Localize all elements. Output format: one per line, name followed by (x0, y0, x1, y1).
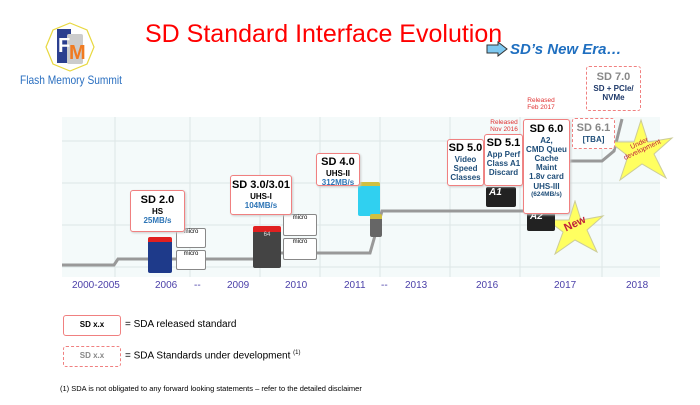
milestone-sd-3-0: SD 3.0/3.01 UHS-I 104MB/s (230, 175, 292, 215)
micro-label: micro (183, 229, 199, 235)
milestone-line: 1.8v card (529, 172, 564, 182)
year-label: 2013 (405, 280, 428, 291)
evolution-line (62, 118, 624, 267)
microsd-card-image: micro (283, 238, 317, 260)
uhs2-card-image (358, 182, 380, 216)
milestone-sd-6-0: SD 6.0 A2, CMD Queu Cache Maint 1.8v car… (523, 119, 570, 214)
milestone-line: App Perf (486, 149, 521, 159)
legend-development-box: SD x.x (63, 346, 121, 367)
footnote: (1) SDA is not obligated to any forward … (60, 384, 362, 393)
year-label: 2006 (155, 280, 178, 291)
milestone-line: A2, (540, 135, 553, 145)
milestone-name: SD 2.0 (140, 194, 175, 206)
year-label: 2016 (476, 280, 499, 291)
milestone-sd-6-1: SD 6.1 [TBA] (572, 118, 615, 149)
year-label: 2000-2005 (72, 280, 120, 291)
legend-box-label: SD x.x (79, 320, 105, 329)
milestone-name: SD 7.0 (596, 71, 631, 83)
milestone-line: UHS-II (326, 168, 350, 178)
footnote-marker: (1) (293, 350, 301, 356)
milestone-sd-5-0: SD 5.0 Video Speed Classes (447, 139, 484, 186)
milestone-name: SD 5.1 (486, 137, 521, 149)
legend-released-text: = SDA released standard (125, 319, 237, 330)
milestone-line: Maint (536, 163, 557, 173)
milestone-line: NVMe (602, 92, 625, 102)
micro-label: micro (292, 239, 308, 245)
year-label: -- (194, 280, 201, 291)
year-label: 2017 (554, 280, 577, 291)
milestone-sd-5-1: SD 5.1 App Perf Class A1 Discard (484, 134, 523, 186)
a2-card-image: A2 (527, 211, 555, 231)
arrow-right-icon (486, 40, 508, 62)
milestone-line: UHS-III (533, 181, 560, 191)
micro-label: micro (292, 215, 308, 221)
release-date: Released Nov 2016 (490, 119, 518, 134)
legend-text: = SDA Standards under development (125, 350, 291, 362)
milestone-line: Discard (488, 168, 519, 178)
year-label: 2011 (344, 280, 366, 291)
milestone-name: SD 5.0 (448, 142, 483, 154)
milestone-line: [TBA] (582, 134, 605, 144)
milestone-line: UHS-I (250, 191, 272, 201)
milestone-name: SD 6.1 (576, 122, 611, 134)
milestone-line: Speed (453, 163, 478, 173)
microsd-card-image: micro (176, 250, 206, 270)
milestone-line: SD + PCIe/ (593, 83, 634, 93)
sd-card-image (148, 237, 172, 273)
milestone-line: Classes (450, 173, 481, 183)
new-era-label: SD’s New Era… (510, 41, 622, 58)
milestone-name: SD 6.0 (529, 123, 564, 135)
milestone-speed: 25MB/s (143, 215, 172, 225)
svg-text:M: M (69, 42, 86, 64)
milestone-speed: (624MB/s) (531, 190, 562, 198)
page-title: SD Standard Interface Evolution (145, 20, 503, 48)
year-label: 2010 (285, 280, 308, 291)
legend-box-label: SD x.x (79, 351, 105, 360)
microsd-card-image: micro (283, 214, 317, 236)
year-label: 2018 (626, 280, 649, 291)
a1-label: A1 (489, 187, 502, 198)
uhs2-card-image (370, 214, 382, 237)
a2-label: A2 (530, 211, 543, 222)
milestone-speed: 312MB/s (321, 177, 355, 187)
microsd-card-image: micro (176, 228, 206, 248)
logo-text: Flash Memory Summit (20, 73, 123, 87)
under-development-star: Under development (608, 118, 674, 184)
milestone-sd-7-0: SD 7.0 SD + PCIe/ NVMe (586, 66, 641, 111)
milestone-line: CMD Queu (526, 144, 567, 154)
legend-released-box: SD x.x (63, 315, 121, 336)
legend-development-text: = SDA Standards under development (1) (125, 350, 301, 361)
milestone-name: SD 4.0 (321, 156, 355, 168)
milestone-line: HS (151, 206, 164, 216)
a1-card-image: A1 (486, 187, 516, 207)
milestone-sd-4-0: SD 4.0 UHS-II 312MB/s (316, 153, 360, 187)
sd-card-image: 64 (253, 226, 281, 268)
micro-label: micro (183, 251, 199, 257)
milestone-line: Cache (534, 154, 559, 164)
fms-logo: M F (45, 22, 95, 72)
milestone-line: Video (454, 154, 477, 164)
milestone-sd-2-0: SD 2.0 HS 25MB/s (130, 190, 185, 232)
svg-text:F: F (58, 35, 70, 57)
milestone-line: Class A1 (486, 158, 521, 168)
year-label: 2009 (227, 280, 250, 291)
year-label: -- (381, 280, 388, 291)
capacity-label: 64 (263, 232, 271, 238)
release-date: Released Feb 2017 (527, 97, 555, 112)
milestone-speed: 104MB/s (244, 200, 278, 210)
milestone-name: SD 3.0/3.01 (231, 179, 291, 191)
